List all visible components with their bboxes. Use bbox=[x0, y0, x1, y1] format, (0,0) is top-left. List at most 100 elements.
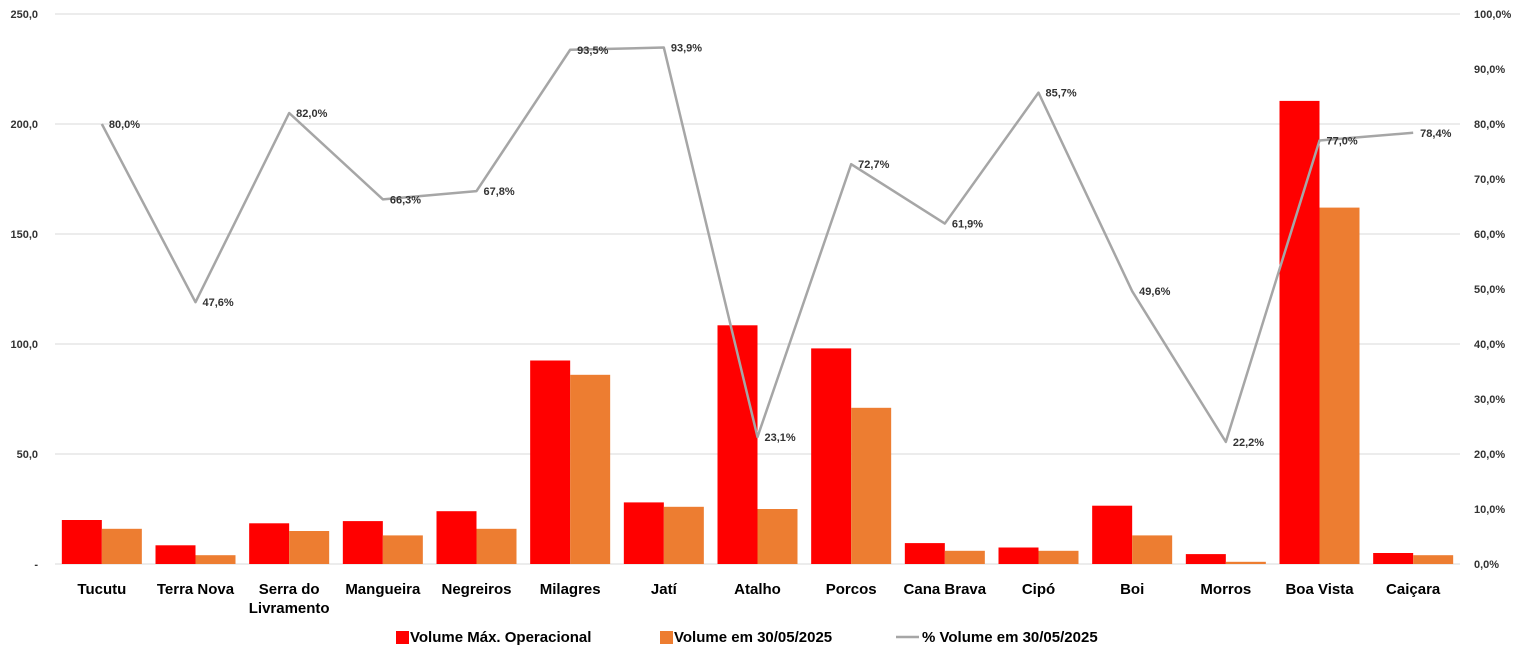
percent-data-label: 66,3% bbox=[390, 194, 421, 206]
category-label-line: Boi bbox=[1120, 581, 1144, 598]
right-y-axis: 0,0% 10,0% 20,0% 30,0% 40,0% 50,0% 60,0% 70,0% 8… bbox=[1474, 9, 1512, 571]
category-label: Cipó bbox=[1022, 581, 1055, 598]
category-label: Tucutu bbox=[77, 581, 126, 598]
percent-data-label: 72,7% bbox=[858, 159, 889, 171]
right-tick-label: 40,0% bbox=[1474, 339, 1505, 351]
bar-volume-current bbox=[289, 531, 330, 564]
bar-volume-current bbox=[570, 374, 611, 564]
left-tick-label: 100,0 bbox=[10, 339, 38, 351]
bar-volume-max bbox=[436, 511, 477, 564]
category-label: Caiçara bbox=[1386, 581, 1441, 598]
bar-volume-max bbox=[998, 547, 1039, 564]
right-tick-label: 10,0% bbox=[1474, 504, 1505, 516]
category-label: Terra Nova bbox=[157, 581, 235, 598]
bar-volume-max bbox=[1185, 554, 1226, 564]
category-label-line: Milagres bbox=[540, 581, 601, 598]
bar-volume-current bbox=[757, 509, 798, 564]
legend-swatch bbox=[660, 631, 673, 644]
category-label-line: Morros bbox=[1200, 581, 1251, 598]
percent-data-label: 93,5% bbox=[577, 45, 608, 57]
left-tick-label: 50,0 bbox=[17, 449, 38, 461]
percent-data-label: 85,7% bbox=[1046, 88, 1077, 100]
percent-data-label: 77,0% bbox=[1327, 136, 1358, 148]
category-label-line: Cipó bbox=[1022, 581, 1055, 598]
percent-data-label: 22,2% bbox=[1233, 437, 1264, 449]
right-tick-label: 50,0% bbox=[1474, 284, 1505, 296]
category-label: Negreiros bbox=[441, 581, 511, 598]
bar-volume-current bbox=[851, 407, 892, 564]
bar-volume-current bbox=[1038, 550, 1079, 564]
bar-volume-current bbox=[1319, 207, 1360, 564]
bar-volume-max bbox=[155, 545, 196, 564]
bar-volume-max bbox=[342, 521, 383, 564]
bar-volume-max bbox=[530, 360, 571, 564]
category-label-line: Boa Vista bbox=[1285, 581, 1354, 598]
category-label: Porcos bbox=[826, 581, 877, 598]
category-label-line: Terra Nova bbox=[157, 581, 235, 598]
right-tick-label: 70,0% bbox=[1474, 174, 1505, 186]
legend-label: Volume Máx. Operacional bbox=[410, 629, 591, 646]
legend-swatch bbox=[396, 631, 409, 644]
category-label: Boi bbox=[1120, 581, 1144, 598]
bar-volume-current bbox=[944, 550, 985, 564]
bar-volume-max bbox=[717, 325, 758, 564]
bar-volume-max bbox=[904, 543, 945, 564]
category-label-line: Mangueira bbox=[345, 581, 421, 598]
legend-label: % Volume em 30/05/2025 bbox=[922, 629, 1098, 646]
category-label-line: Tucutu bbox=[77, 581, 126, 598]
percent-data-label: 80,0% bbox=[109, 119, 140, 131]
bar-volume-max bbox=[249, 523, 290, 564]
percent-data-label: 78,4% bbox=[1420, 128, 1451, 140]
bar-volume-current bbox=[101, 528, 142, 564]
percent-data-label: 49,6% bbox=[1139, 286, 1170, 298]
category-label-line: Jatí bbox=[651, 581, 678, 598]
percent-data-label: 61,9% bbox=[952, 219, 983, 231]
bar-volume-max bbox=[1373, 553, 1414, 564]
right-tick-label: 100,0% bbox=[1474, 9, 1512, 21]
category-label: Milagres bbox=[540, 581, 601, 598]
bar-volume-current bbox=[1132, 535, 1173, 564]
bar-volume-current bbox=[1225, 561, 1266, 564]
bar-volume-max bbox=[1279, 100, 1320, 565]
right-tick-label: 20,0% bbox=[1474, 449, 1505, 461]
percent-data-label: 23,1% bbox=[765, 432, 796, 444]
bar-volume-current bbox=[663, 506, 704, 564]
bar-volume-max bbox=[61, 520, 102, 564]
percent-data-label: 82,0% bbox=[296, 108, 327, 120]
category-label: Mangueira bbox=[345, 581, 421, 598]
category-label-line: Atalho bbox=[734, 581, 781, 598]
legend-label: Volume em 30/05/2025 bbox=[674, 629, 832, 646]
percent-line-series: 80,0% 47,6% 82,0% 66,3% 67,8% 93,5% 93,9% 23,1%… bbox=[100, 43, 1452, 449]
category-label: Jatí bbox=[651, 581, 678, 598]
right-tick-label: 90,0% bbox=[1474, 64, 1505, 76]
category-label: Morros bbox=[1200, 581, 1251, 598]
right-tick-label: 60,0% bbox=[1474, 229, 1505, 241]
bar-volume-current bbox=[1413, 555, 1454, 564]
category-label: Cana Brava bbox=[904, 581, 987, 598]
category-label-line: Caiçara bbox=[1386, 581, 1441, 598]
percent-data-label: 67,8% bbox=[484, 186, 515, 198]
category-label-line: Serra do bbox=[259, 581, 320, 598]
bar-series bbox=[61, 100, 1454, 565]
left-y-axis: - 50,0 100,0 150,0 200,0 250,0 bbox=[10, 9, 38, 571]
left-tick-label: 150,0 bbox=[10, 229, 38, 241]
bar-volume-max bbox=[811, 348, 852, 564]
left-tick-label: 200,0 bbox=[10, 119, 38, 131]
left-tick-label: 250,0 bbox=[10, 9, 38, 21]
percent-line bbox=[100, 46, 1414, 444]
bar-volume-current bbox=[382, 535, 423, 564]
left-tick-label: - bbox=[34, 559, 38, 571]
category-label: Boa Vista bbox=[1285, 581, 1354, 598]
bar-volume-current bbox=[195, 555, 236, 564]
category-label: Atalho bbox=[734, 581, 781, 598]
category-label-line: Negreiros bbox=[441, 581, 511, 598]
legend: Volume Máx. Operacional Volume em 30/05/2… bbox=[396, 629, 1098, 646]
percent-data-label: 47,6% bbox=[203, 297, 234, 309]
category-label-line: Porcos bbox=[826, 581, 877, 598]
category-labels: Tucutu Terra Nova Serra do Livramento Mangue… bbox=[77, 581, 1441, 617]
category-label-line: Cana Brava bbox=[904, 581, 987, 598]
category-label: Serra do Livramento bbox=[249, 581, 330, 617]
right-tick-label: 30,0% bbox=[1474, 394, 1505, 406]
percent-data-label: 93,9% bbox=[671, 43, 702, 55]
